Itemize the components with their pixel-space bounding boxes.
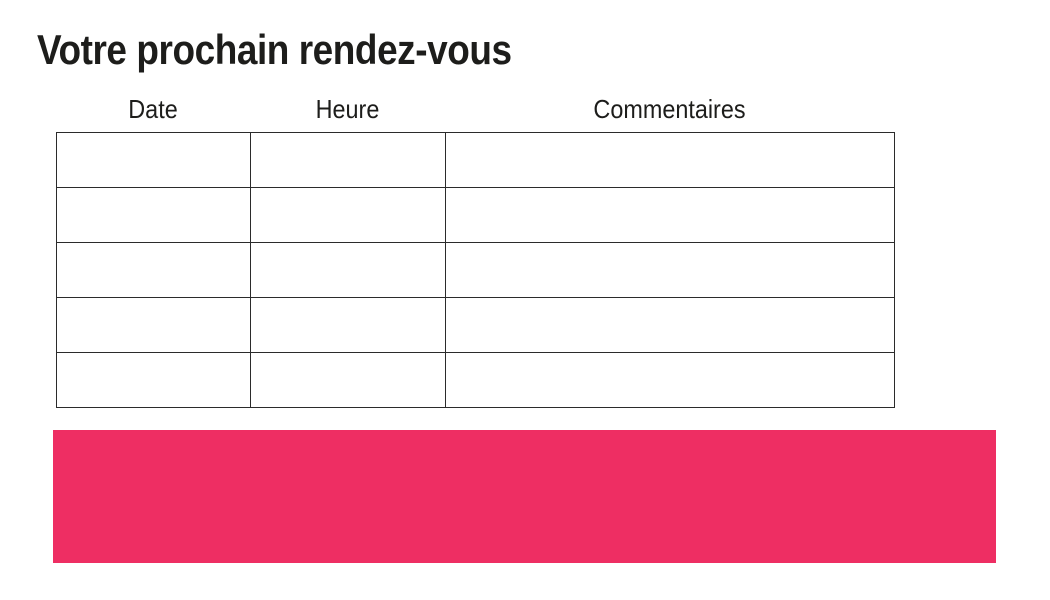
table-cell [445,187,895,243]
appointments-table [56,132,895,408]
table-cell [56,242,251,298]
table-cell [56,132,251,188]
table-cell [250,132,446,188]
table-row [56,242,895,298]
table-row [56,352,895,408]
table-row [56,132,895,188]
table-cell [250,297,446,353]
appointments-table-body [56,132,895,408]
table-cell [56,187,251,243]
table-cell [445,297,895,353]
column-header-commentaires: Commentaires [593,94,746,124]
table-cell [445,352,895,408]
table-cell [445,242,895,298]
page-title: Votre prochain rendez-vous [37,26,512,73]
table-cell [445,132,895,188]
highlight-banner [53,430,996,563]
column-header-heure: Heure [315,94,380,124]
column-header-date: Date [128,94,178,124]
table-cell [250,352,446,408]
table-cell [56,297,251,353]
table-cell [250,187,446,243]
table-row [56,297,895,353]
table-cell [250,242,446,298]
table-row [56,187,895,243]
table-header-row: Date Heure Commentaires [56,93,894,125]
table-cell [56,352,251,408]
